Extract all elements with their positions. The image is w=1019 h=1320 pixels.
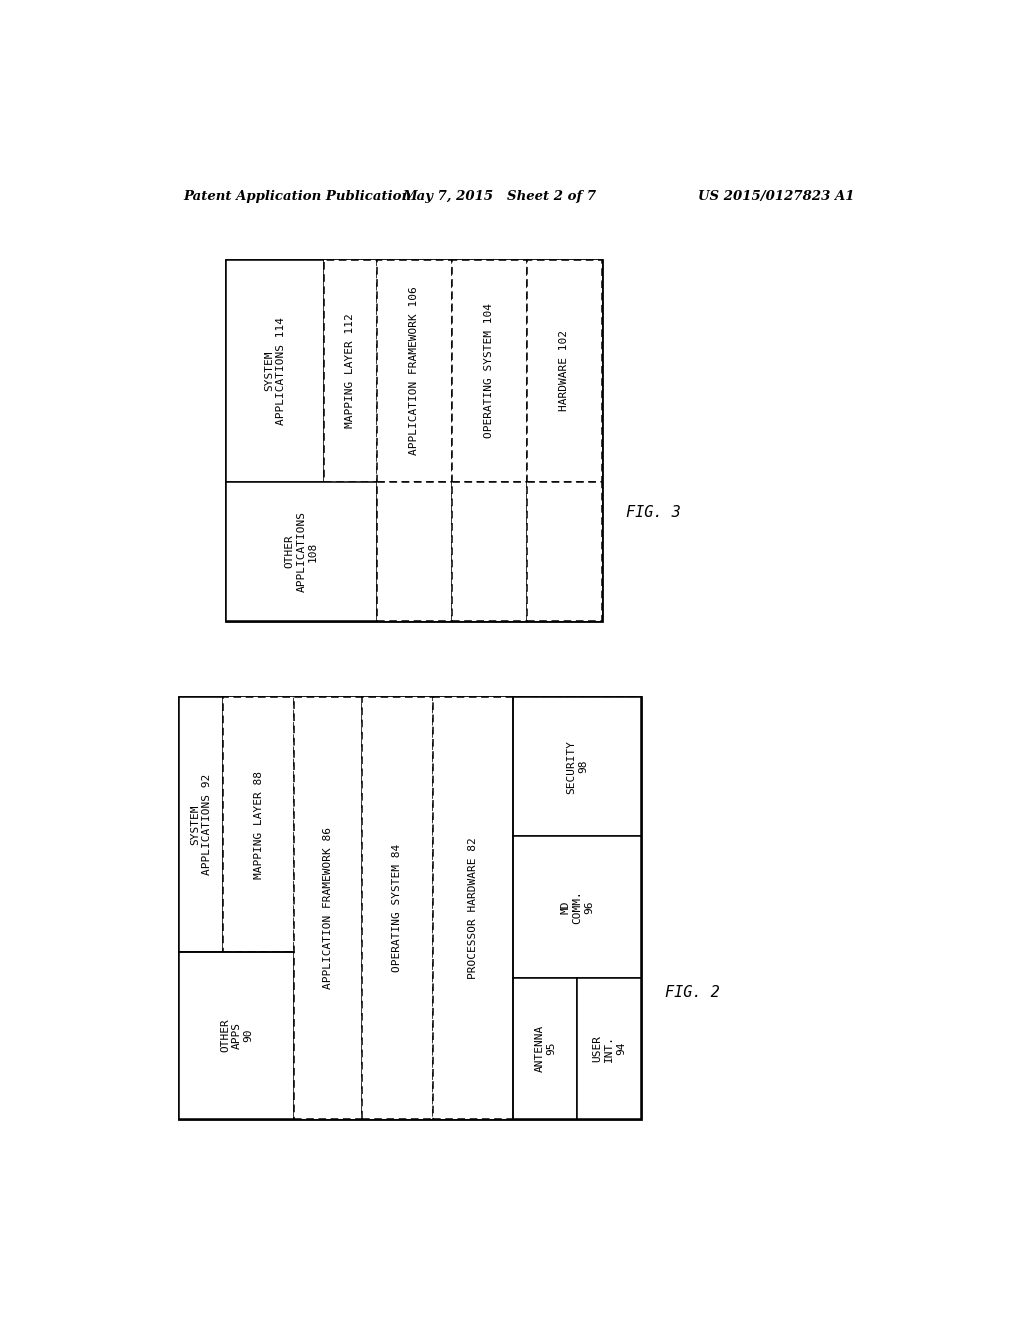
Text: SECURITY
98: SECURITY 98 <box>566 739 588 793</box>
Bar <box>361 697 433 1119</box>
Text: MAPPING LAYER 112: MAPPING LAYER 112 <box>344 314 355 429</box>
Bar <box>178 697 641 1119</box>
Bar <box>178 952 294 1119</box>
Text: FIG. 3: FIG. 3 <box>625 506 680 520</box>
Bar <box>451 260 526 482</box>
Bar <box>513 978 577 1119</box>
Text: May 7, 2015   Sheet 2 of 7: May 7, 2015 Sheet 2 of 7 <box>401 190 595 202</box>
Bar <box>226 260 601 620</box>
Bar <box>324 260 376 482</box>
Text: SYSTEM
APPLICATIONS 92: SYSTEM APPLICATIONS 92 <box>190 774 211 875</box>
Bar <box>513 837 641 978</box>
Bar <box>513 697 641 837</box>
Text: MD
COMM.
96: MD COMM. 96 <box>560 890 593 924</box>
Text: USER
INT.
94: USER INT. 94 <box>592 1035 626 1061</box>
Text: ANTENNA
95: ANTENNA 95 <box>534 1024 555 1072</box>
Bar <box>222 697 294 952</box>
Bar <box>526 482 601 620</box>
Text: OTHER
APPLICATIONS
108: OTHER APPLICATIONS 108 <box>284 511 318 591</box>
Text: APPLICATION FRAMEWORK 86: APPLICATION FRAMEWORK 86 <box>323 828 332 989</box>
Text: OTHER
APPS
90: OTHER APPS 90 <box>220 1019 253 1052</box>
Bar <box>226 482 376 620</box>
Text: US 2015/0127823 A1: US 2015/0127823 A1 <box>698 190 854 202</box>
Bar <box>226 260 324 482</box>
Bar <box>433 697 641 1119</box>
Text: FIG. 2: FIG. 2 <box>664 985 719 999</box>
Bar <box>294 697 361 1119</box>
Bar <box>451 482 526 620</box>
Text: MAPPING LAYER 88: MAPPING LAYER 88 <box>254 771 263 879</box>
Bar <box>376 260 451 482</box>
Text: OPERATING SYSTEM 104: OPERATING SYSTEM 104 <box>484 304 493 438</box>
Text: Patent Application Publication: Patent Application Publication <box>182 190 411 202</box>
Bar <box>577 978 641 1119</box>
Text: OPERATING SYSTEM 84: OPERATING SYSTEM 84 <box>392 843 401 972</box>
Bar <box>526 260 601 482</box>
Bar <box>376 482 451 620</box>
Text: APPLICATION FRAMEWORK 106: APPLICATION FRAMEWORK 106 <box>409 286 419 455</box>
Text: PROCESSOR HARDWARE 82: PROCESSOR HARDWARE 82 <box>468 837 478 979</box>
Bar <box>178 697 222 952</box>
Text: HARDWARE 102: HARDWARE 102 <box>558 330 569 412</box>
Text: SYSTEM
APPLICATIONS 114: SYSTEM APPLICATIONS 114 <box>264 317 285 425</box>
